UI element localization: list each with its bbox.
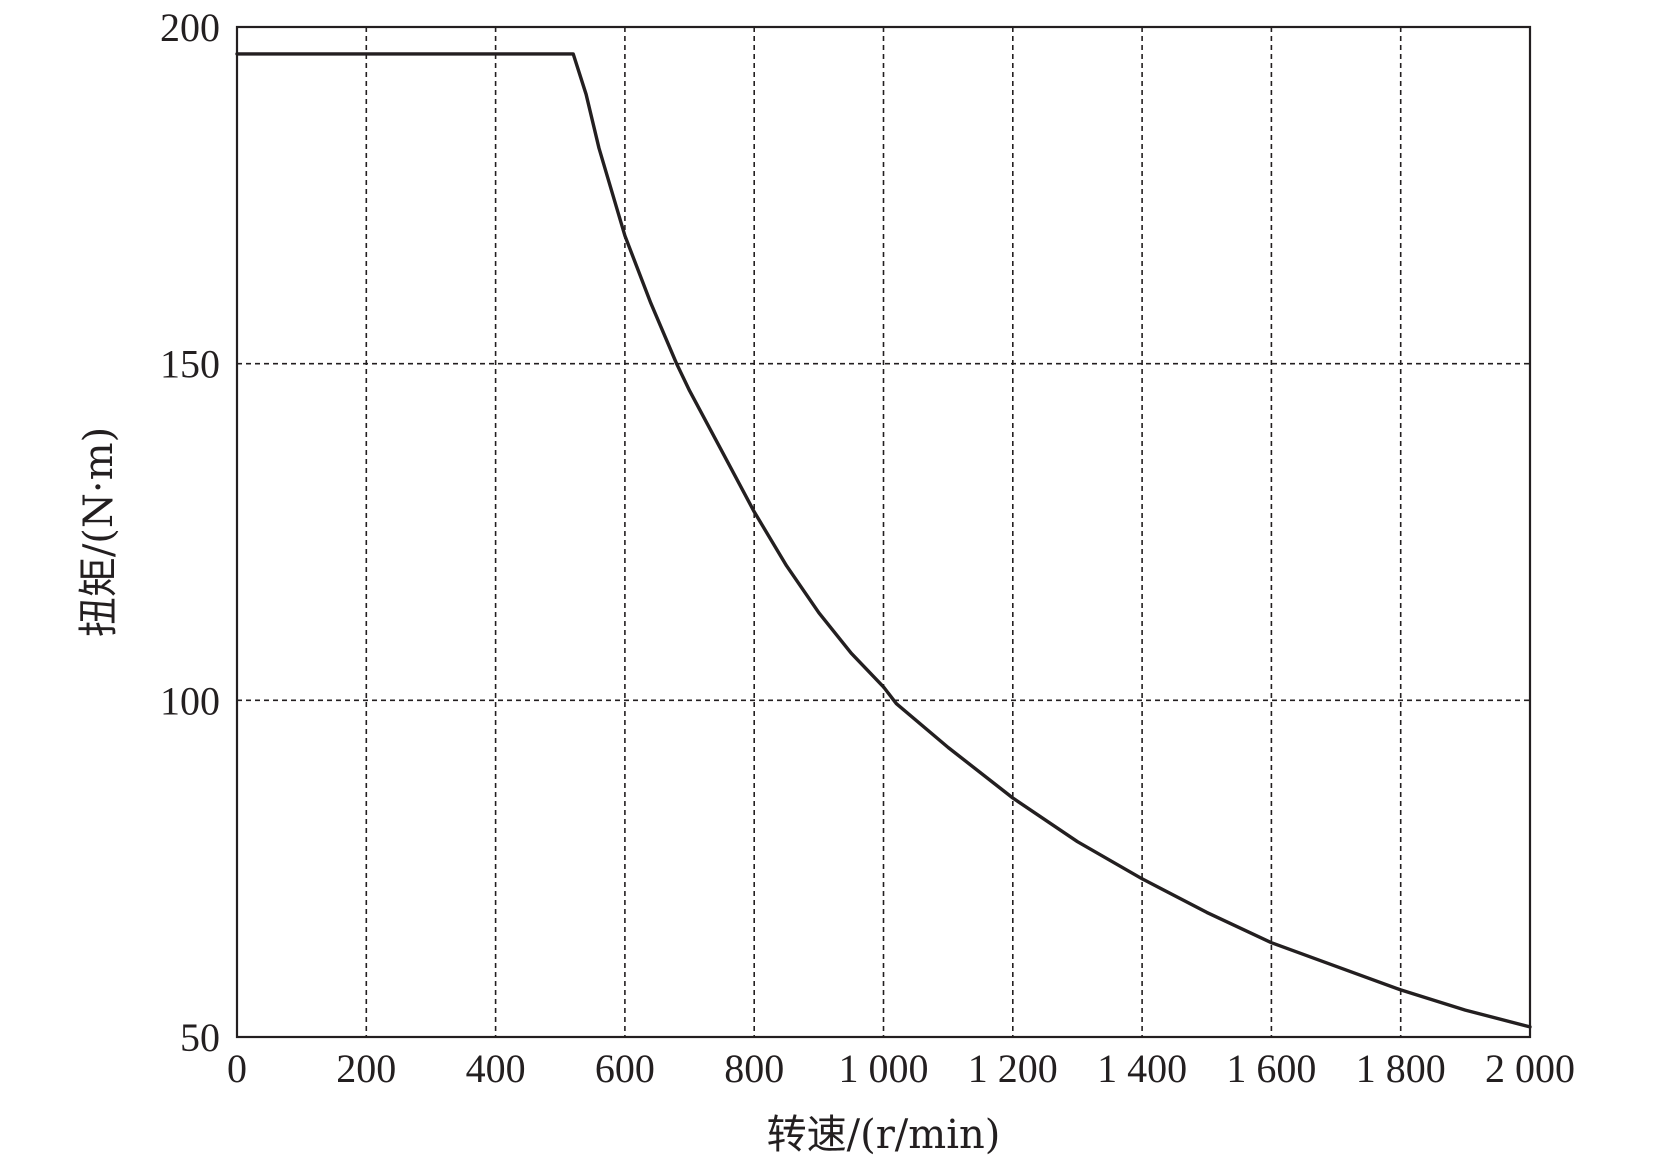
- y-tick-label: 50: [180, 1015, 220, 1060]
- x-tick-label: 800: [724, 1046, 784, 1091]
- torque-curve: [235, 52, 1532, 1029]
- x-tick-label: 2 000: [1485, 1046, 1575, 1091]
- plot-frame: [235, 25, 1532, 1039]
- y-tick-label: 200: [160, 5, 220, 50]
- y-tick-label: 100: [160, 678, 220, 723]
- x-tick-label: 1 400: [1097, 1046, 1187, 1091]
- y-axis-label: 扭矩/(N·m): [76, 427, 122, 637]
- x-tick-labels: 0 200 400 600 800 1 000 1 200 1 400 1 600 1 800 2 …: [227, 1046, 1575, 1091]
- x-tick-label: 600: [595, 1046, 655, 1091]
- x-tick-label: 0: [227, 1046, 247, 1091]
- y-tick-label: 150: [160, 342, 220, 387]
- x-tick-label: 400: [466, 1046, 526, 1091]
- x-tick-label: 1 000: [839, 1046, 929, 1091]
- x-tick-label: 1 800: [1356, 1046, 1446, 1091]
- x-tick-label: 200: [336, 1046, 396, 1091]
- x-axis-label: 转速/(r/min): [767, 1112, 1001, 1158]
- y-tick-labels: 50 100 150 200: [160, 5, 220, 1060]
- x-tick-label: 1 200: [968, 1046, 1058, 1091]
- x-tick-label: 1 600: [1226, 1046, 1316, 1091]
- grid-lines: [237, 27, 1530, 1037]
